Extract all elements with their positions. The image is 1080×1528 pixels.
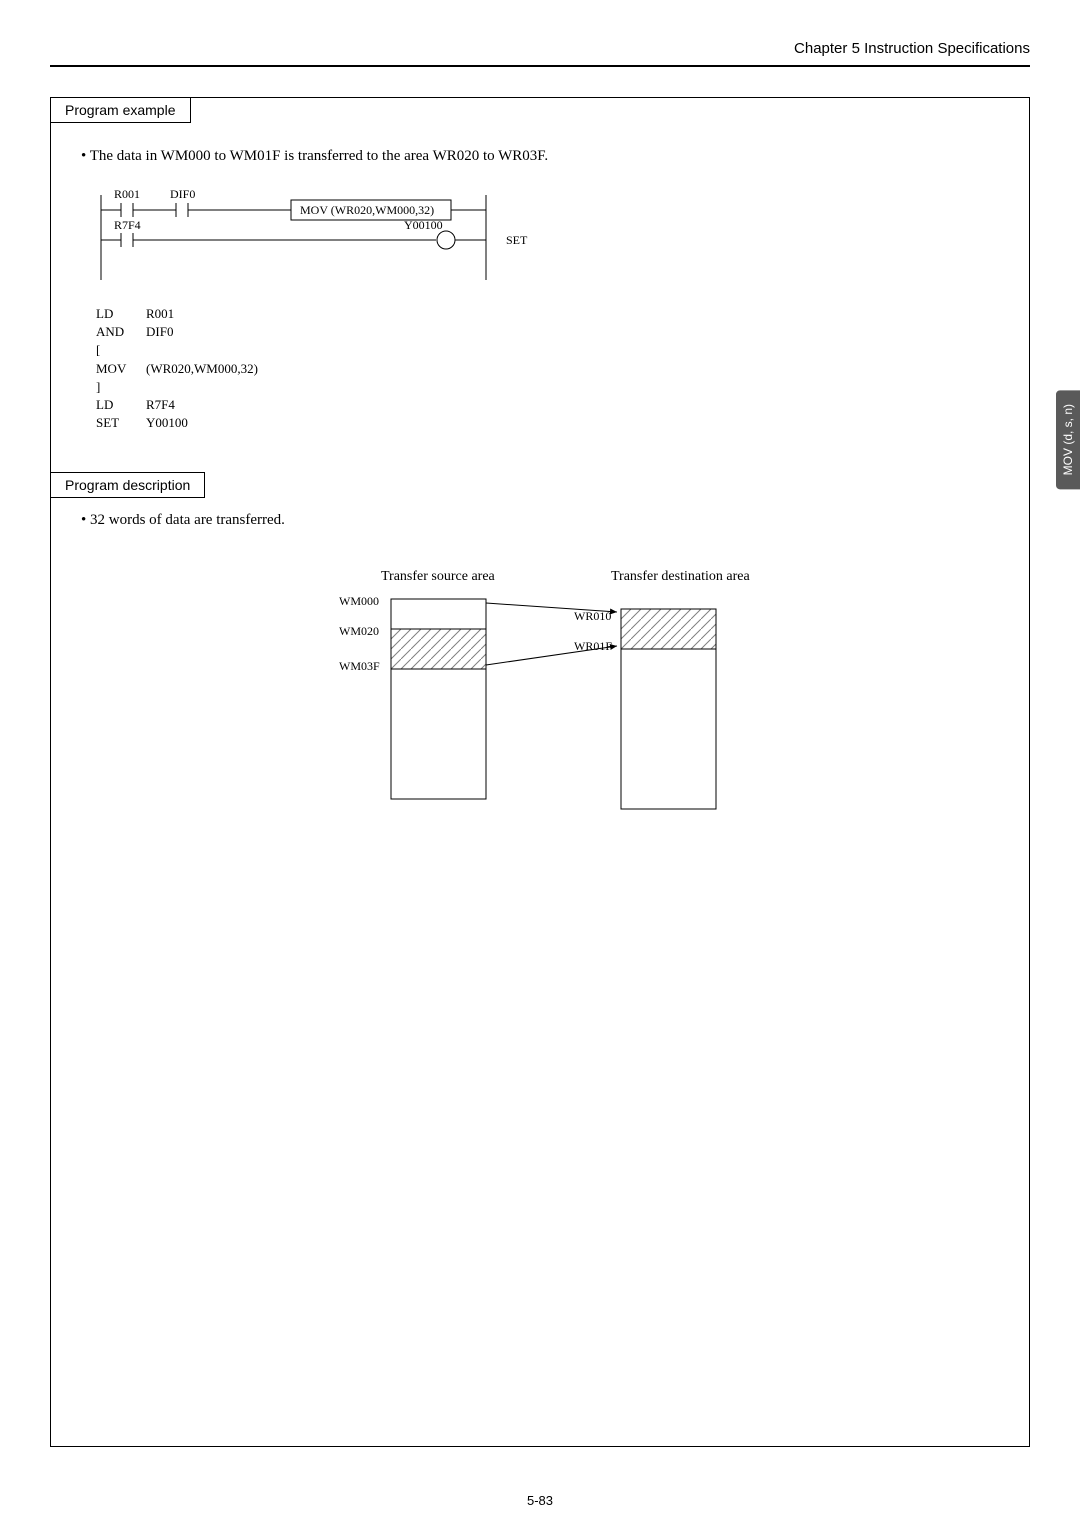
label-wr01f: WR01F [574,639,612,654]
label-wr010: WR010 [574,609,611,624]
page-number: 5-83 [527,1493,553,1508]
code-row: ] [96,378,999,396]
example-bullet: The data in WM000 to WM01F is transferre… [81,148,999,165]
code-row: LDR001 [96,305,999,323]
label-y00100: Y00100 [404,218,443,233]
description-content: 32 words of data are transferred. Transf… [51,482,1029,869]
description-bullet: 32 words of data are transferred. [81,512,999,529]
code-listing: LDR001 ANDDIF0 [ MOV(WR020,WM000,32) ] L… [96,305,999,432]
section-tab-description: Program description [50,472,205,498]
label-r001: R001 [114,187,140,202]
example-content: The data in WM000 to WM01F is transferre… [51,98,1029,452]
dst-title: Transfer destination area [611,569,750,585]
label-wm03f: WM03F [339,659,380,674]
label-wm020: WM020 [339,624,379,639]
side-tab: MOV (d, s, n) [1056,390,1080,489]
section-tab-example: Program example [50,97,191,123]
label-set: SET [506,233,527,248]
code-row: LDR7F4 [96,396,999,414]
main-content-box: Program example The data in WM000 to WM0… [50,97,1030,1447]
code-row: SETY00100 [96,414,999,432]
label-mov: MOV (WR020,WM000,32) [300,203,434,218]
label-wm000: WM000 [339,594,379,609]
src-title: Transfer source area [381,569,495,585]
label-dif0: DIF0 [170,187,195,202]
transfer-diagram: Transfer source area Transfer destinatio… [321,569,999,849]
code-row: [ [96,341,999,359]
label-r7f4: R7F4 [114,218,141,233]
ladder-diagram: R001 DIF0 MOV (WR020,WM000,32) R7F4 Y001… [91,185,999,295]
chapter-header: Chapter 5 Instruction Specifications [50,40,1030,67]
diagram-svg [321,589,821,849]
code-row: MOV(WR020,WM000,32) [96,360,999,378]
code-row: ANDDIF0 [96,323,999,341]
